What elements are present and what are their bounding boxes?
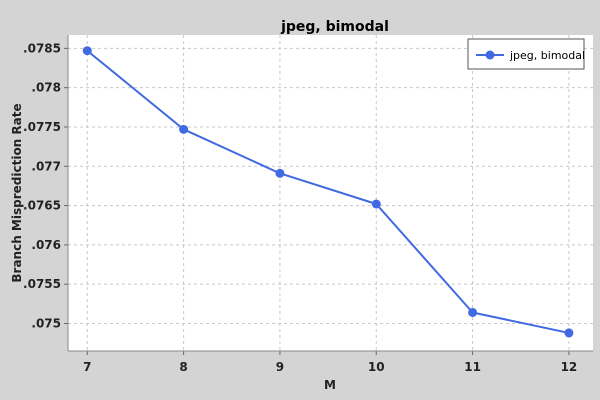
series-layer bbox=[82, 46, 574, 338]
legend-marker bbox=[485, 50, 495, 60]
y-tick-label: .078 bbox=[31, 81, 61, 95]
y-tick-label: .0755 bbox=[23, 277, 61, 291]
x-axis-label: M bbox=[324, 378, 336, 392]
x-tick-label: 12 bbox=[561, 360, 578, 374]
y-tick-label: .077 bbox=[31, 159, 61, 173]
data-point bbox=[371, 199, 381, 209]
data-point bbox=[82, 46, 92, 56]
data-point bbox=[564, 328, 574, 338]
data-point bbox=[275, 168, 285, 178]
x-tick-label: 7 bbox=[83, 360, 91, 374]
y-tick-label: .075 bbox=[31, 316, 61, 330]
x-tick-label: 10 bbox=[368, 360, 385, 374]
series-line bbox=[86, 49, 570, 334]
y-axis-label: Branch Misprediction Rate bbox=[10, 103, 24, 282]
data-point bbox=[179, 124, 189, 134]
y-tick-label: .0765 bbox=[23, 199, 61, 213]
data-point bbox=[468, 307, 478, 317]
grid-lines bbox=[68, 35, 593, 351]
x-tick-label: 8 bbox=[179, 360, 187, 374]
x-tick-label: 11 bbox=[464, 360, 481, 374]
legend-entry-label: jpeg, bimodal bbox=[509, 49, 585, 62]
y-tick-label: .0775 bbox=[23, 120, 61, 134]
axes: .075 .0755 .076 .0765 .077 .0775 .078 .0785 7 8 9 1… bbox=[23, 35, 593, 374]
plot-area bbox=[68, 35, 593, 351]
y-tick-label: .0785 bbox=[23, 41, 61, 55]
x-tick-label: 9 bbox=[276, 360, 284, 374]
legend-box bbox=[467, 38, 585, 70]
y-tick-label: .076 bbox=[31, 238, 61, 252]
chart-title: jpeg, bimodal bbox=[280, 19, 389, 35]
legend: jpeg, bimodal bbox=[467, 38, 585, 70]
